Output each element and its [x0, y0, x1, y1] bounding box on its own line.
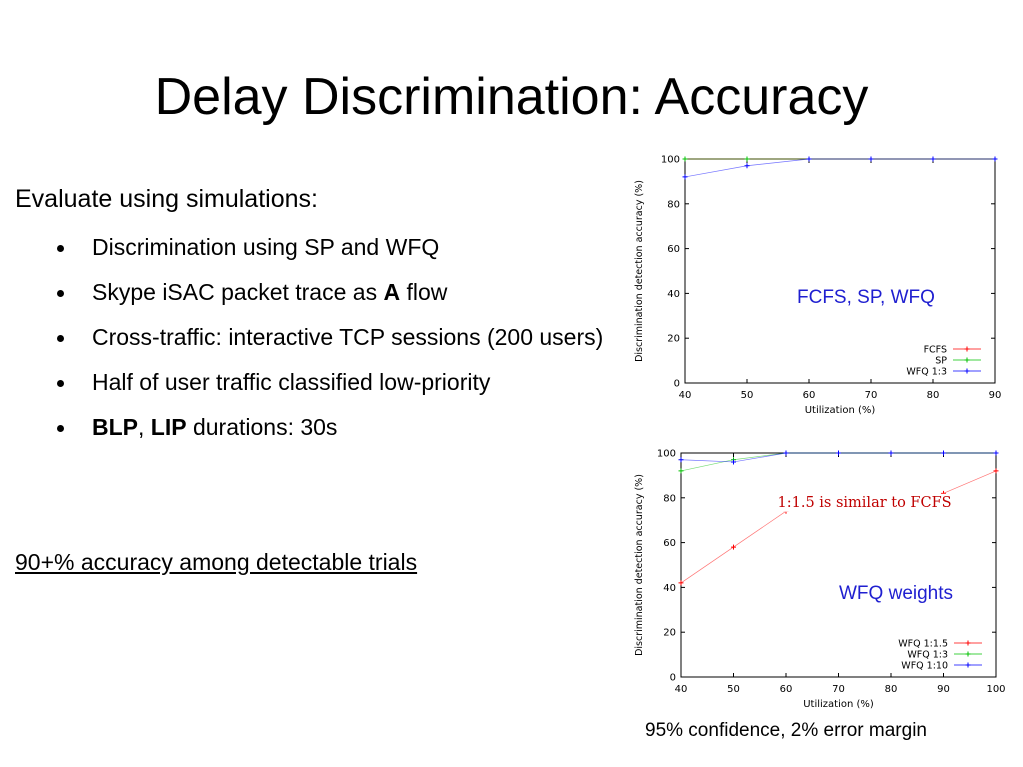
y-tick-label: 80 — [663, 493, 676, 504]
x-tick-label: 60 — [803, 390, 816, 401]
bullet-dot-icon — [57, 380, 64, 387]
chart-sp-wfq: 40 50 60 70 80 90 0 20 40 60 80 100 Utilization (%) D… — [628, 150, 1008, 420]
bullet-item: Cross-traffic: interactive TCP sessions … — [57, 321, 617, 353]
x-tick-label: 50 — [727, 684, 740, 695]
data-point — [992, 156, 998, 162]
legend-label: WFQ 1:10 — [901, 661, 948, 672]
chart-sp-wfq-svg: 40 50 60 70 80 90 0 20 40 60 80 100 Utilization (%) D… — [634, 155, 1002, 417]
bullet-bold-text: LIP — [150, 414, 187, 440]
callout-label: 1:1.5 is similar to FCFS — [778, 495, 952, 511]
data-point — [678, 468, 684, 474]
bullet-bold-text: BLP — [92, 414, 138, 440]
x-axis-label: Utilization (%) — [803, 699, 874, 710]
x-tick-label: 40 — [675, 684, 688, 695]
x-axis-label: Utilization (%) — [805, 405, 876, 416]
legend-marker — [964, 368, 970, 374]
data-point — [930, 156, 936, 162]
bullet-dot-icon — [57, 335, 64, 342]
chart-annotation: FCFS, SP, WFQ — [797, 287, 935, 308]
data-point — [731, 459, 736, 465]
y-tick-label: 100 — [661, 155, 680, 166]
accuracy-summary: 90+% accuracy among detectable trials — [15, 549, 418, 575]
x-tick-label: 90 — [937, 684, 950, 695]
x-tick-label: 40 — [679, 390, 692, 401]
legend-label: WFQ 1:3 — [907, 650, 948, 661]
y-tick-label: 60 — [663, 538, 676, 549]
legend-marker — [965, 651, 971, 657]
chart-wfq-weights: 40 50 60 70 80 90 100 0 20 40 60 80 100 Utilization (… — [628, 442, 1008, 714]
bullet-text: Cross-traffic: interactive TCP sessions … — [92, 324, 604, 350]
x-tick-label: 70 — [865, 390, 878, 401]
x-tick-label: 100 — [986, 684, 1005, 695]
legend-label: WFQ 1:1.5 — [898, 639, 948, 650]
y-axis-label: Discrimination detection accuracy (%) — [634, 474, 645, 656]
x-tick-label: 60 — [780, 684, 793, 695]
bullet-dot-icon — [57, 290, 64, 297]
series-line — [684, 158, 995, 178]
data-point — [678, 580, 684, 586]
data-point — [993, 450, 999, 456]
data-point — [806, 156, 812, 162]
y-tick-label: 40 — [663, 583, 676, 594]
y-tick-label: 60 — [667, 244, 680, 255]
legend-marker — [964, 357, 970, 363]
y-tick-label: 20 — [663, 628, 676, 639]
data-point — [941, 450, 946, 456]
y-tick-label: 80 — [667, 199, 680, 210]
data-point — [836, 450, 841, 456]
plot-frame — [684, 158, 996, 384]
data-point — [682, 156, 688, 162]
bullet-bold-text: A — [383, 279, 401, 305]
data-point — [993, 468, 999, 474]
legend-marker — [965, 662, 971, 668]
y-tick-label: 0 — [670, 673, 676, 684]
slide-title: Delay Discrimination: Accuracy — [154, 68, 869, 126]
data-point — [868, 156, 874, 162]
data-point — [731, 544, 736, 550]
plot-frame — [680, 452, 997, 678]
bullet-item: Skype iSAC packet trace as A flow — [57, 276, 617, 308]
legend-label: WFQ 1:3 — [906, 367, 947, 378]
bullet-item: Discrimination using SP and WFQ — [57, 231, 617, 263]
bullet-text: Skype iSAC packet trace as — [92, 279, 384, 305]
x-tick-label: 50 — [741, 390, 754, 401]
legend-label: FCFS — [924, 345, 947, 356]
callout-background — [774, 493, 953, 512]
y-tick-label: 100 — [657, 449, 676, 460]
chart-wfq-weights-svg: 40 50 60 70 80 90 100 0 20 40 60 80 100 Utilization (… — [634, 449, 1006, 711]
y-axis-label: Discrimination detection accuracy (%) — [634, 180, 645, 362]
y-tick-label: 40 — [667, 289, 680, 300]
y-tick-label: 20 — [667, 334, 680, 345]
bullet-item: Half of user traffic classified low-prio… — [57, 366, 617, 398]
data-point — [682, 174, 688, 180]
x-tick-label: 90 — [989, 390, 1002, 401]
x-tick-label: 80 — [927, 390, 940, 401]
chart-annotation: WFQ weights — [839, 583, 954, 604]
bullet-text: Discrimination using SP and WFQ — [92, 234, 440, 260]
y-tick-label: 0 — [674, 379, 680, 390]
x-tick-label: 80 — [885, 684, 898, 695]
series-line — [680, 470, 997, 584]
legend-label: SP — [935, 356, 947, 367]
legend-marker — [965, 640, 971, 646]
bullet-text: , — [138, 414, 151, 440]
legend-marker — [964, 346, 970, 352]
data-point — [678, 457, 684, 463]
bullet-text: flow — [400, 279, 448, 305]
bullet-list: Discrimination using SP and WFQ Skype iS… — [57, 231, 617, 456]
data-point — [888, 450, 894, 456]
data-point — [744, 163, 750, 169]
data-point — [783, 450, 789, 456]
bullet-dot-icon — [57, 245, 64, 252]
lead-text: Evaluate using simulations: — [15, 185, 318, 213]
footer-note: 95% confidence, 2% error margin — [645, 720, 927, 741]
bullet-text: Half of user traffic classified low-prio… — [92, 369, 491, 395]
bullet-item: BLP, LIP durations: 30s — [57, 411, 617, 443]
bullet-text: durations: 30s — [186, 414, 338, 440]
bullet-dot-icon — [57, 425, 64, 432]
x-tick-label: 70 — [832, 684, 845, 695]
data-point — [744, 156, 750, 162]
